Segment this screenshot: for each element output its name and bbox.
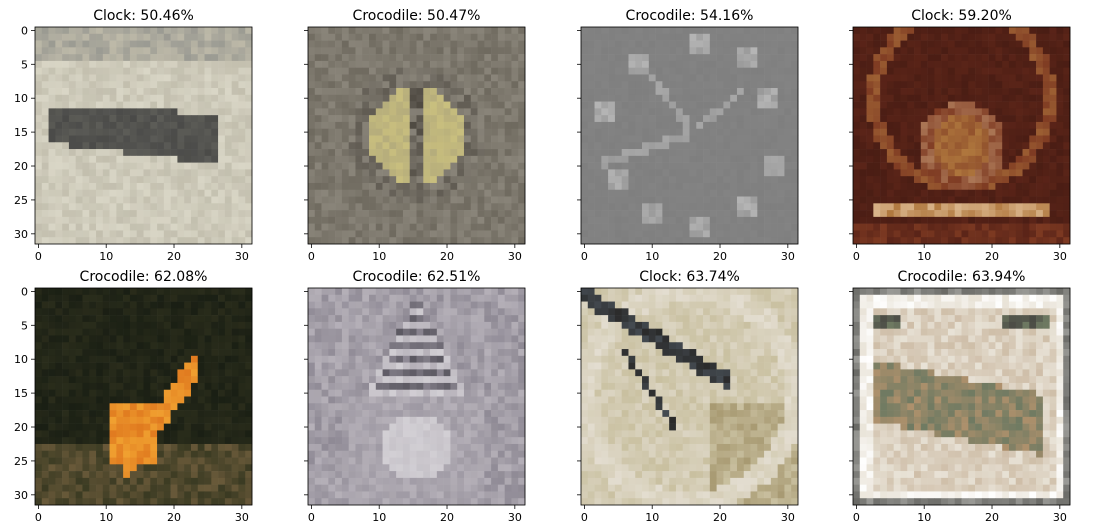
- axes-frame: [307, 26, 526, 245]
- axes-frame: [307, 287, 526, 506]
- x-tick-label: 0: [853, 511, 860, 524]
- subplot-title: Clock: 59.20%: [911, 8, 1012, 24]
- x-tick-label: 30: [235, 250, 249, 263]
- x-tick-label: 10: [917, 250, 931, 263]
- axes-frame: [580, 287, 799, 506]
- x-tick-label: 20: [440, 250, 454, 263]
- y-tick-label: 5: [21, 58, 28, 71]
- x-tick-label: 10: [645, 511, 659, 524]
- x-tick-label: 30: [508, 511, 522, 524]
- subplot-8: Crocodile: 63.94% 0 10 20 30: [849, 269, 1071, 524]
- subplot-title: Crocodile: 62.51%: [353, 269, 481, 285]
- y-tick-label: 25: [14, 455, 28, 468]
- y-tick-label: 0: [21, 285, 28, 298]
- x-tick-label: 0: [853, 250, 860, 263]
- subplot-image: [581, 288, 799, 506]
- subplot-6: Crocodile: 62.51% 0 10 20 30: [304, 269, 526, 524]
- y-tick-label: 10: [14, 353, 28, 366]
- y-tick-label: 20: [14, 421, 28, 434]
- x-tick-label: 0: [35, 511, 42, 524]
- axes-frame: [580, 26, 799, 245]
- y-tick-label: 25: [14, 194, 28, 207]
- x-tick-label: 0: [308, 511, 315, 524]
- x-tick-label: 10: [372, 511, 386, 524]
- axes-frame: [852, 287, 1071, 506]
- y-tick-label: 5: [21, 319, 28, 332]
- x-tick-label: 0: [308, 250, 315, 263]
- x-tick-label: 10: [372, 250, 386, 263]
- x-tick-label: 30: [781, 250, 795, 263]
- subplot-image: [35, 288, 253, 506]
- y-tick-label: 0: [21, 24, 28, 37]
- subplot-title: Clock: 63.74%: [639, 269, 740, 285]
- x-tick-label: 30: [1053, 511, 1067, 524]
- subplot-7: Clock: 63.74% 0 10 20 30: [577, 269, 799, 524]
- subplot-1: Clock: 50.46% 0 10 20 30 0 5 10 15 20 25 30: [14, 8, 253, 263]
- y-tick-label: 20: [14, 160, 28, 173]
- x-tick-label: 30: [781, 511, 795, 524]
- subplot-title: Crocodile: 54.16%: [626, 8, 754, 24]
- x-tick-label: 20: [440, 511, 454, 524]
- subplot-title: Crocodile: 50.47%: [353, 8, 481, 24]
- subplot-image: [853, 27, 1071, 245]
- subplot-title: Crocodile: 63.94%: [898, 269, 1026, 285]
- y-tick-label: 10: [14, 92, 28, 105]
- x-tick-label: 10: [99, 511, 113, 524]
- subplot-image: [308, 27, 526, 245]
- y-tick-label: 30: [14, 228, 28, 241]
- axes-frame: [34, 26, 253, 245]
- subplot-image: [581, 27, 799, 245]
- subplot-title: Crocodile: 62.08%: [80, 269, 208, 285]
- x-tick-label: 10: [645, 250, 659, 263]
- x-tick-label: 30: [1053, 250, 1067, 263]
- subplot-2: Crocodile: 50.47% 0 10 20 30: [304, 8, 526, 263]
- axes-frame: [34, 287, 253, 506]
- subplot-3: Crocodile: 54.16% 0 10 20 30: [577, 8, 799, 263]
- x-tick-label: 20: [985, 250, 999, 263]
- axes-frame: [852, 26, 1071, 245]
- x-tick-label: 20: [985, 511, 999, 524]
- subplot-title: Clock: 50.46%: [93, 8, 194, 24]
- subplot-4: Clock: 59.20% 0 10 20 30: [849, 8, 1071, 263]
- y-tick-label: 15: [14, 126, 28, 139]
- x-tick-label: 10: [99, 250, 113, 263]
- subplot-image: [308, 288, 526, 506]
- x-tick-label: 10: [917, 511, 931, 524]
- subplot-image: [35, 27, 253, 245]
- subplot-5: Crocodile: 62.08% 0 10 20 30 0 5 10 15 20 25 30: [14, 269, 253, 524]
- x-tick-label: 20: [713, 250, 727, 263]
- x-tick-label: 20: [167, 511, 181, 524]
- x-tick-label: 30: [235, 511, 249, 524]
- y-tick-label: 15: [14, 387, 28, 400]
- y-tick-label: 30: [14, 489, 28, 502]
- x-tick-label: 30: [508, 250, 522, 263]
- x-tick-label: 20: [167, 250, 181, 263]
- x-tick-label: 0: [35, 250, 42, 263]
- x-tick-label: 0: [581, 511, 588, 524]
- subplot-image: [853, 288, 1071, 506]
- x-tick-label: 20: [713, 511, 727, 524]
- x-tick-label: 0: [581, 250, 588, 263]
